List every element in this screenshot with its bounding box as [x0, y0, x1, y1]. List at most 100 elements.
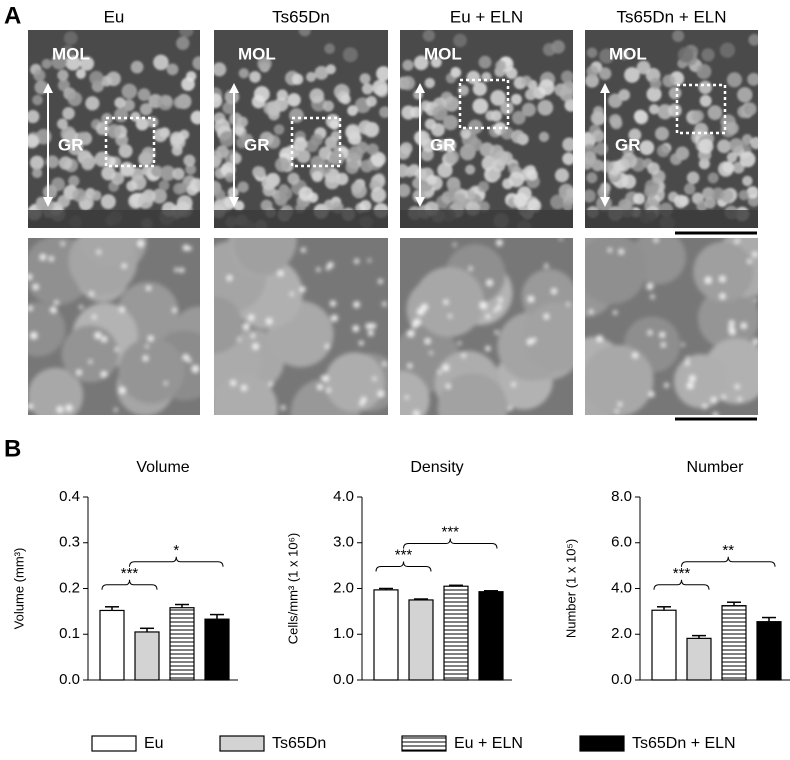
cell	[329, 150, 345, 166]
cell	[704, 196, 717, 209]
bar	[134, 631, 160, 681]
spot	[443, 299, 449, 305]
cell	[278, 186, 293, 201]
spot	[242, 323, 250, 331]
spot	[382, 301, 387, 307]
spot	[359, 401, 365, 406]
cell	[673, 194, 688, 209]
cell	[717, 139, 731, 154]
cell	[120, 162, 135, 178]
cell	[412, 190, 425, 203]
spot	[28, 305, 33, 311]
cell	[322, 100, 334, 112]
spot	[407, 329, 415, 337]
nuclei	[214, 238, 388, 415]
cell	[253, 86, 270, 103]
cell	[586, 172, 598, 184]
image-floor	[585, 210, 758, 228]
bar	[373, 589, 399, 681]
spot	[747, 259, 752, 264]
spot	[527, 295, 535, 303]
legend-label: Eu + ELN	[454, 735, 523, 752]
cell	[179, 129, 190, 140]
cell	[585, 73, 599, 88]
cell	[585, 157, 593, 170]
cell	[586, 65, 599, 78]
cell	[477, 181, 490, 193]
chart-title: Density	[410, 459, 463, 476]
spot	[445, 383, 451, 389]
cell	[360, 159, 374, 173]
column-title: Eu	[104, 7, 125, 26]
spot	[182, 244, 189, 251]
cell	[95, 122, 109, 136]
cell	[414, 130, 431, 146]
spot	[712, 412, 719, 415]
spot	[28, 403, 33, 410]
cell	[376, 66, 388, 82]
cell	[190, 110, 200, 125]
spot	[277, 270, 284, 277]
spot	[719, 275, 726, 283]
spot	[721, 395, 726, 400]
cell	[750, 136, 758, 150]
cell	[31, 167, 43, 179]
sig-bracket	[375, 561, 432, 572]
cell	[91, 190, 102, 201]
nucleus	[80, 238, 136, 266]
spot	[498, 297, 503, 303]
bar	[99, 609, 125, 681]
y-tick-label: 0.0	[59, 671, 80, 688]
cell	[366, 143, 379, 156]
spot	[56, 406, 64, 413]
cell	[551, 40, 565, 54]
nucleus	[523, 302, 573, 371]
cell	[457, 84, 469, 96]
layer-label: MOL	[609, 44, 647, 63]
spot	[659, 332, 665, 338]
cell	[510, 93, 522, 105]
cell	[219, 130, 236, 147]
panel-label: B	[4, 435, 21, 462]
cell	[345, 160, 360, 175]
cell	[189, 178, 200, 193]
cell	[500, 101, 514, 115]
spot	[48, 256, 54, 262]
cell	[372, 79, 388, 96]
micrograph	[28, 30, 200, 228]
y-tick-label: 0.1	[59, 625, 80, 642]
cell	[402, 59, 414, 71]
micrograph	[400, 238, 573, 415]
cell	[701, 48, 715, 62]
spot	[559, 238, 563, 241]
cell	[538, 79, 555, 96]
cell	[287, 172, 300, 185]
cell	[179, 30, 194, 38]
cell	[266, 100, 282, 116]
cell	[75, 68, 86, 79]
y-axis-label: Cells/mm³ (1 x 10⁶)	[285, 533, 300, 645]
spot	[702, 404, 708, 409]
legend-label: Ts65Dn + ELN	[632, 735, 736, 752]
bar	[756, 621, 782, 681]
cell	[171, 145, 183, 156]
cell	[508, 171, 525, 188]
micrograph	[214, 238, 388, 415]
cell	[698, 138, 714, 154]
cell	[698, 80, 712, 95]
spot	[119, 306, 125, 313]
cell	[41, 58, 52, 69]
spot	[50, 306, 57, 313]
cell	[166, 63, 179, 76]
cell	[442, 138, 457, 153]
spot	[325, 344, 330, 349]
cell	[62, 107, 75, 120]
spot	[316, 267, 321, 272]
spot	[354, 258, 360, 264]
cell	[325, 64, 336, 75]
spot	[92, 314, 97, 320]
cell	[694, 122, 709, 137]
cell	[729, 138, 744, 153]
spot	[101, 336, 107, 342]
cell	[42, 184, 58, 200]
